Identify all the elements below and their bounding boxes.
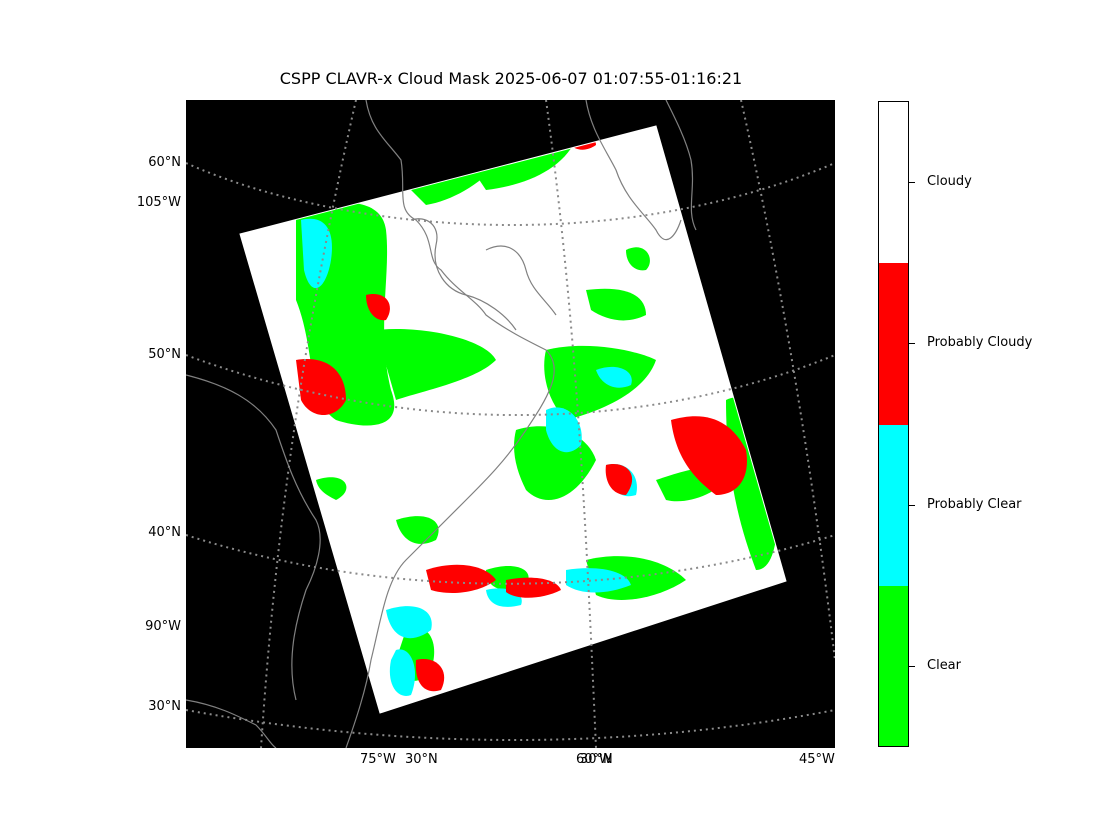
cloud-mask-map xyxy=(186,100,835,748)
lat-label-40n: 40°N xyxy=(148,525,181,540)
lat-label-30n-overlap: 30°N xyxy=(580,752,613,767)
colorbar-probably-clear xyxy=(879,425,908,586)
cloud-mask-classes xyxy=(296,136,778,696)
lon-label-45w: 45°W xyxy=(799,752,835,767)
lon-label-75w: 75°W xyxy=(360,752,396,767)
lat-label-30n-bottom: 30°N xyxy=(405,752,438,767)
coastlines xyxy=(186,100,697,748)
legend-label-probably-clear: Probably Clear xyxy=(927,497,1022,512)
colorbar-probably-cloudy xyxy=(879,263,908,425)
graticule xyxy=(186,100,835,748)
lat-label-60n: 60°N xyxy=(148,155,181,170)
colorbar-tick xyxy=(909,505,915,506)
legend-label-cloudy: Cloudy xyxy=(927,174,972,189)
legend-label-probably-cloudy: Probably Cloudy xyxy=(927,335,1033,350)
lon-label-105w: 105°W xyxy=(136,195,181,210)
legend-label-clear: Clear xyxy=(927,658,961,673)
lat-label-30n: 30°N xyxy=(148,699,181,714)
colorbar-tick xyxy=(909,666,915,667)
colorbar-clear xyxy=(879,586,908,746)
lat-label-50n: 50°N xyxy=(148,347,181,362)
colorbar xyxy=(878,101,909,747)
colorbar-tick xyxy=(909,182,915,183)
lon-label-60w: 60°W xyxy=(576,752,612,767)
colorbar-cloudy xyxy=(879,102,908,263)
map-title: CSPP CLAVR-x Cloud Mask 2025-06-07 01:07… xyxy=(279,69,743,88)
lon-label-90w: 90°W xyxy=(145,619,181,634)
colorbar-tick xyxy=(909,343,915,344)
